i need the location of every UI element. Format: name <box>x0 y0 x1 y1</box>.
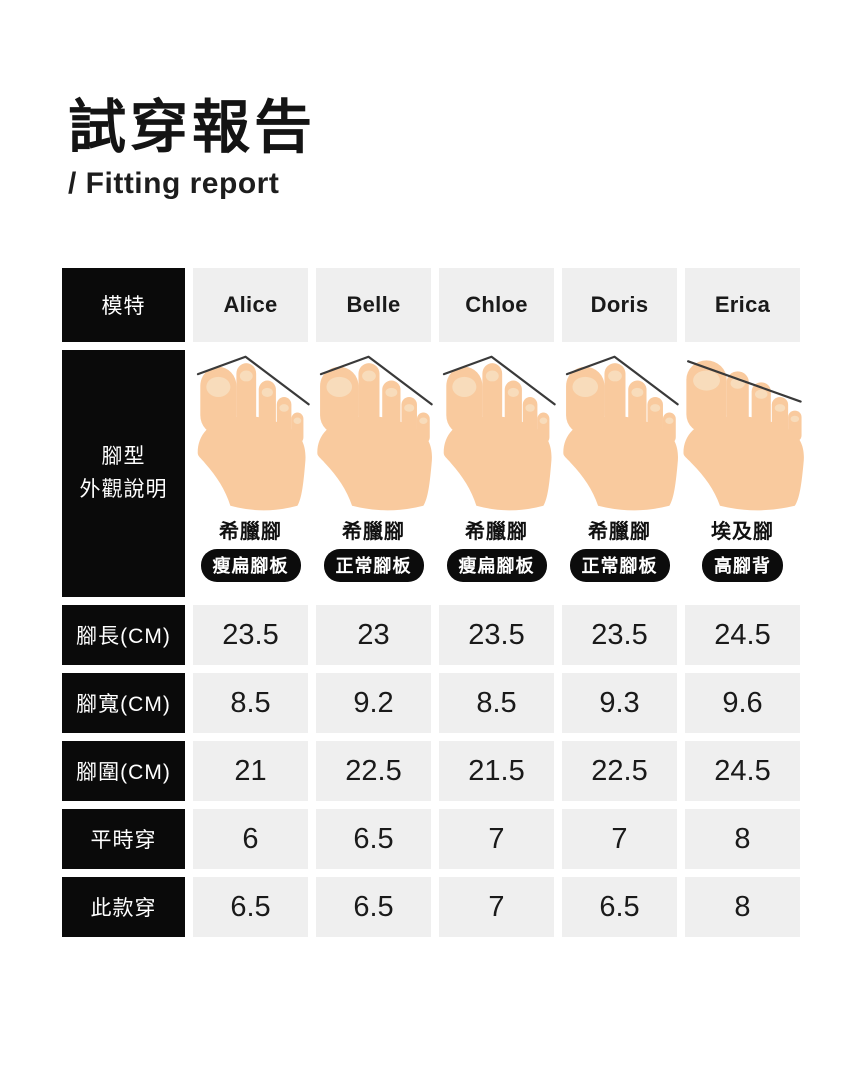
foot-svg <box>562 355 679 511</box>
row-header-measurement: 腳寬(CM) <box>62 673 185 733</box>
measurement-value: 9.3 <box>562 673 677 733</box>
greek-foot-illustration <box>193 354 310 514</box>
measurement-value: 6.5 <box>316 877 431 937</box>
foot-shape-label: 希臘腳 <box>342 521 405 543</box>
foot-svg <box>442 355 556 511</box>
greek-foot-illustration <box>562 354 679 514</box>
foot-type-row-label-line: 外觀說明 <box>79 477 168 501</box>
greek-foot-illustration <box>316 354 433 514</box>
egyptian-foot-illustration <box>682 354 804 514</box>
foot-sole-badge: 瘦扁腳板 <box>200 549 301 582</box>
measurement-value: 6.5 <box>193 877 308 937</box>
model-name-cell: Doris <box>562 268 677 342</box>
measurement-value: 7 <box>562 809 677 869</box>
foot-type-cell: 希臘腳 瘦扁腳板 <box>193 350 310 597</box>
page-header: 試穿報告 / Fitting report <box>68 95 317 200</box>
measurement-value: 8 <box>685 809 800 869</box>
foot-svg <box>196 355 310 511</box>
measurement-value: 21 <box>193 741 308 801</box>
foot-shape-label: 希臘腳 <box>219 521 282 543</box>
foot-type-cell: 希臘腳 正常腳板 <box>562 350 679 597</box>
foot-shape-label: 埃及腳 <box>711 521 774 543</box>
measurement-value: 23.5 <box>439 605 554 665</box>
measurement-value: 6 <box>193 809 308 869</box>
measurement-value: 22.5 <box>316 741 431 801</box>
measurement-value: 8 <box>685 877 800 937</box>
row-header-foot-type: 腳型 外觀說明 <box>62 350 185 597</box>
fitting-table: 模特 Alice Belle Chloe Doris Erica 腳型 外觀說明 希臘腳 瘦扁腳板… <box>62 268 804 937</box>
foot-svg <box>682 360 804 511</box>
measurement-value: 6.5 <box>316 809 431 869</box>
measurement-value: 23.5 <box>193 605 308 665</box>
measurement-value: 8.5 <box>439 673 554 733</box>
row-header-measurement: 此款穿 <box>62 877 185 937</box>
measurement-value: 7 <box>439 877 554 937</box>
measurement-value: 24.5 <box>685 605 800 665</box>
row-header-measurement: 腳長(CM) <box>62 605 185 665</box>
measurement-value: 21.5 <box>439 741 554 801</box>
model-name-cell: Alice <box>193 268 308 342</box>
model-name-cell: Erica <box>685 268 800 342</box>
foot-shape-label: 希臘腳 <box>465 521 528 543</box>
foot-shape-label: 希臘腳 <box>588 521 651 543</box>
measurement-value: 8.5 <box>193 673 308 733</box>
foot-sole-badge: 正常腳板 <box>569 549 670 582</box>
row-header-measurement: 腳圍(CM) <box>62 741 185 801</box>
foot-sole-badge: 瘦扁腳板 <box>446 549 547 582</box>
measurement-value: 23 <box>316 605 431 665</box>
model-name-cell: Chloe <box>439 268 554 342</box>
greek-foot-illustration <box>439 354 556 514</box>
row-header-models: 模特 <box>62 268 185 342</box>
measurement-value: 7 <box>439 809 554 869</box>
measurement-value: 9.6 <box>685 673 800 733</box>
foot-sole-badge: 正常腳板 <box>323 549 424 582</box>
foot-type-cell: 希臘腳 瘦扁腳板 <box>439 350 556 597</box>
measurement-value: 23.5 <box>562 605 677 665</box>
foot-type-cell: 埃及腳 高腳背 <box>682 350 804 597</box>
foot-type-cell: 希臘腳 正常腳板 <box>316 350 433 597</box>
measurement-value: 22.5 <box>562 741 677 801</box>
row-header-measurement: 平時穿 <box>62 809 185 869</box>
measurement-value: 9.2 <box>316 673 431 733</box>
foot-sole-badge: 高腳背 <box>702 549 783 582</box>
measurement-value: 24.5 <box>685 741 800 801</box>
page-subtitle: / Fitting report <box>68 166 280 200</box>
foot-svg <box>316 355 433 511</box>
page-title: 試穿報告 <box>68 95 317 160</box>
foot-type-row-label-line: 腳型 <box>101 444 146 468</box>
measurement-value: 6.5 <box>562 877 677 937</box>
model-name-cell: Belle <box>316 268 431 342</box>
